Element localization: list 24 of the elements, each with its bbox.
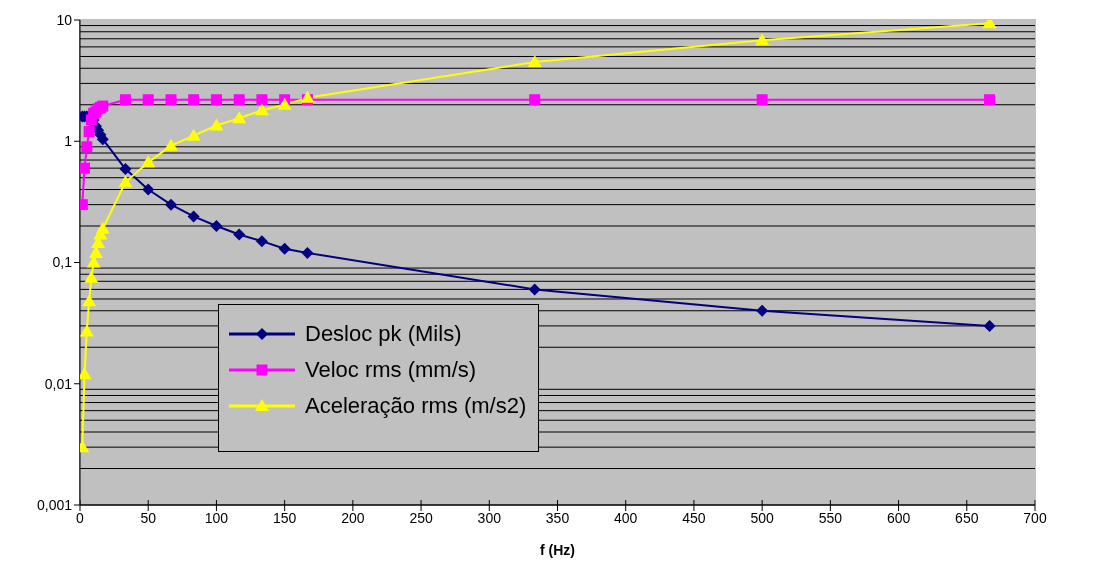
x-tick-label: 400: [614, 509, 638, 526]
x-tick-label: 150: [272, 509, 297, 526]
y-tick-label: 10: [56, 11, 73, 28]
x-tick-label: 450: [682, 509, 706, 526]
x-tick-label: 600: [886, 509, 911, 526]
legend-label: Desloc pk (Mils): [305, 321, 462, 347]
y-tick-label: 0,1: [52, 254, 73, 271]
x-tick-label: 650: [955, 509, 979, 526]
x-tick-label: 300: [477, 509, 502, 526]
legend-label: Veloc rms (mm/s): [305, 357, 477, 383]
x-tick-label: 0: [76, 509, 85, 526]
x-tick-label: 200: [341, 509, 365, 526]
y-tick-label: 1: [64, 133, 73, 150]
x-tick-label: 100: [204, 509, 229, 526]
x-tick-label: 350: [545, 509, 570, 526]
y-tick-label: 0,001: [36, 496, 73, 513]
x-tick-label: 250: [409, 509, 433, 526]
x-tick-label: 700: [1023, 509, 1047, 526]
legend-label: Aceleração rms (m/s2): [305, 393, 527, 419]
x-tick-label: 500: [750, 509, 775, 526]
y-tick-label: 0,01: [44, 375, 73, 392]
x-tick-label: 550: [818, 509, 843, 526]
x-tick-label: 50: [140, 509, 157, 526]
x-axis-title: f (Hz): [540, 542, 575, 558]
